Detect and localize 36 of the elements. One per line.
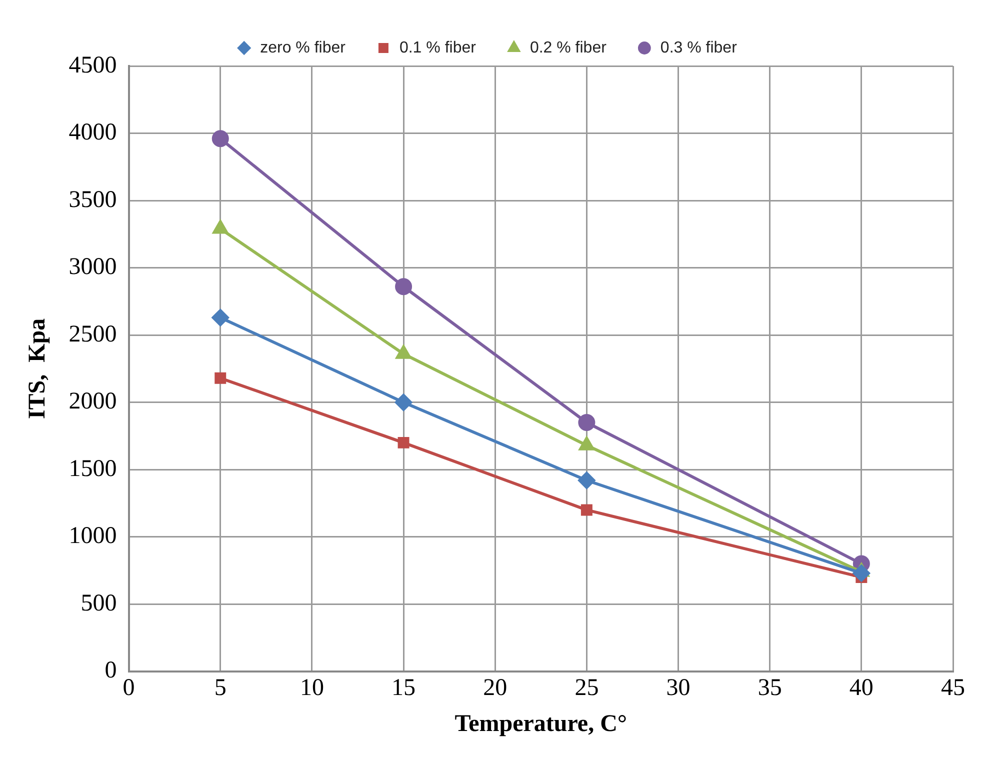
x-axis-title: Temperature, C° xyxy=(454,710,628,737)
y-tick-label: 3500 xyxy=(68,186,117,213)
point xyxy=(578,472,596,489)
x-tick-label: 10 xyxy=(300,675,324,702)
y-tick-label: 1500 xyxy=(68,456,117,482)
x-tick-label: 40 xyxy=(849,675,874,702)
legend-label: 0.2 % fiber xyxy=(530,39,608,56)
y-tick-label: 2000 xyxy=(68,388,117,415)
point xyxy=(852,564,870,582)
x-tick-label: 25 xyxy=(574,675,599,702)
x-tick-label: 0 xyxy=(122,675,135,702)
point xyxy=(395,278,412,296)
x-tick-label: 30 xyxy=(666,675,690,702)
x-tick-label: 15 xyxy=(392,675,416,702)
legend-label: 0.1 % fiber xyxy=(399,39,477,56)
point xyxy=(214,372,226,384)
y-tick-label: 500 xyxy=(80,590,117,616)
x-tick-label: 45 xyxy=(941,675,965,702)
point xyxy=(578,414,596,432)
x-tick-label: 35 xyxy=(758,675,782,702)
legend-label: 0.3 % fiber xyxy=(660,39,738,56)
y-tick-label: 4000 xyxy=(68,120,117,146)
point xyxy=(212,309,229,326)
y-tick-label: 0 xyxy=(104,658,117,684)
y-tick-label: 4500 xyxy=(68,52,117,78)
point xyxy=(398,436,410,448)
point xyxy=(395,394,412,411)
y-tick-label: 1000 xyxy=(68,523,117,550)
point xyxy=(212,130,229,148)
y-tick-label: 3000 xyxy=(68,254,117,280)
y-tick-label: 2500 xyxy=(68,321,117,348)
y-axis-title: ITS, Kpa xyxy=(24,318,51,420)
x-tick-label: 20 xyxy=(483,675,508,702)
legend-label: zero % fiber xyxy=(260,39,346,56)
point xyxy=(580,504,592,516)
x-tick-label: 5 xyxy=(214,675,226,702)
